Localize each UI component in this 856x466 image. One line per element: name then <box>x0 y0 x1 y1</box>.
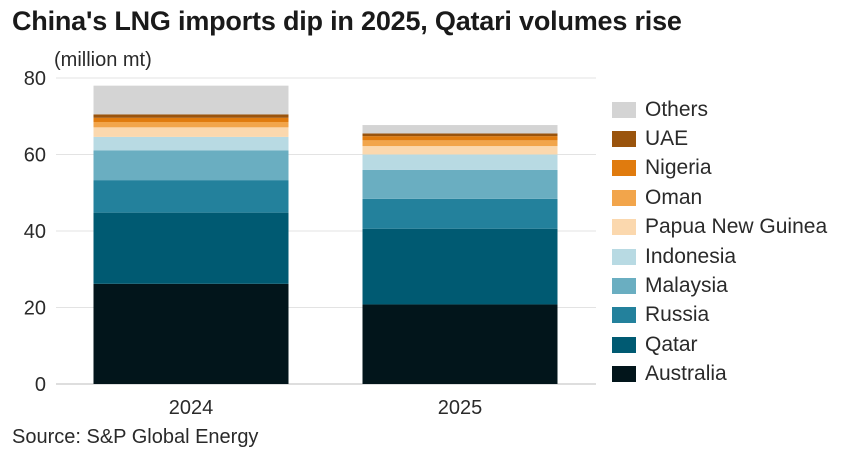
bar-segment-papua-new-guinea-2024 <box>93 127 289 137</box>
bar-segment-nigeria-2024 <box>93 117 289 122</box>
bar-segment-australia-2025 <box>362 304 558 384</box>
bar-segment-uae-2025 <box>362 133 558 137</box>
bar-segment-oman-2025 <box>362 140 558 147</box>
x-tick-label: 2024 <box>169 397 214 419</box>
bar-segment-uae-2024 <box>93 114 289 118</box>
bar-segment-australia-2024 <box>93 283 289 384</box>
bar-segment-malaysia-2024 <box>93 150 289 181</box>
bar-segment-russia-2025 <box>362 198 558 229</box>
x-tick-label: 2025 <box>438 397 483 419</box>
y-tick-label: 80 <box>24 68 46 90</box>
legend-label: Australia <box>645 362 727 386</box>
legend-swatch <box>612 336 636 353</box>
legend-label: Nigeria <box>645 156 712 180</box>
bar-segment-papua-new-guinea-2025 <box>362 146 558 155</box>
legend-swatch <box>612 131 636 148</box>
legend-item: Oman <box>612 183 827 212</box>
y-tick-label: 0 <box>35 374 46 396</box>
bar-segment-others-2025 <box>362 125 558 134</box>
y-tick-label: 60 <box>24 145 46 167</box>
bar-segment-qatar-2025 <box>362 228 558 305</box>
legend-label: Others <box>645 97 709 121</box>
bar-segment-russia-2024 <box>93 180 289 213</box>
legend-swatch <box>612 307 636 324</box>
legend-item: Qatar <box>612 330 827 359</box>
y-tick-label: 20 <box>24 298 46 320</box>
legend-label: Oman <box>645 185 703 209</box>
legend-label: UAE <box>645 127 689 151</box>
legend-item: Russia <box>612 301 827 330</box>
legend-swatch <box>612 101 636 118</box>
legend: Others UAE Nigeria Oman Papua New Guinea Indo… <box>612 95 827 389</box>
legend-item: Malaysia <box>612 271 827 300</box>
legend-item: Papua New Guinea <box>612 213 827 242</box>
bar-segment-qatar-2024 <box>93 212 289 284</box>
bar-segment-malaysia-2025 <box>362 169 558 199</box>
bar-segment-indonesia-2025 <box>362 154 558 170</box>
y-axis-unit-label: (million mt) <box>54 49 152 71</box>
legend-item: Australia <box>612 360 827 389</box>
legend-swatch <box>612 219 636 236</box>
legend-label: Qatar <box>645 332 698 356</box>
bar-segment-nigeria-2025 <box>362 136 558 141</box>
legend-swatch <box>612 366 636 383</box>
legend-swatch <box>612 189 636 206</box>
bar-segment-indonesia-2024 <box>93 136 289 151</box>
source-note: Source: S&P Global Energy <box>12 426 259 448</box>
legend-label: Indonesia <box>645 244 737 268</box>
bar-segment-oman-2024 <box>93 121 289 128</box>
legend-label: Russia <box>645 303 710 327</box>
legend-item: Others <box>612 95 827 124</box>
legend-item: Indonesia <box>612 242 827 271</box>
chart-title: China's LNG imports dip in 2025, Qatari … <box>12 6 682 36</box>
legend-swatch <box>612 278 636 295</box>
legend-item: Nigeria <box>612 154 827 183</box>
bar-segment-others-2024 <box>93 85 289 115</box>
legend-label: Papua New Guinea <box>645 215 828 239</box>
legend-swatch <box>612 248 636 265</box>
y-tick-label: 40 <box>24 221 46 243</box>
legend-label: Malaysia <box>645 274 728 298</box>
legend-swatch <box>612 160 636 177</box>
legend-item: UAE <box>612 124 827 153</box>
